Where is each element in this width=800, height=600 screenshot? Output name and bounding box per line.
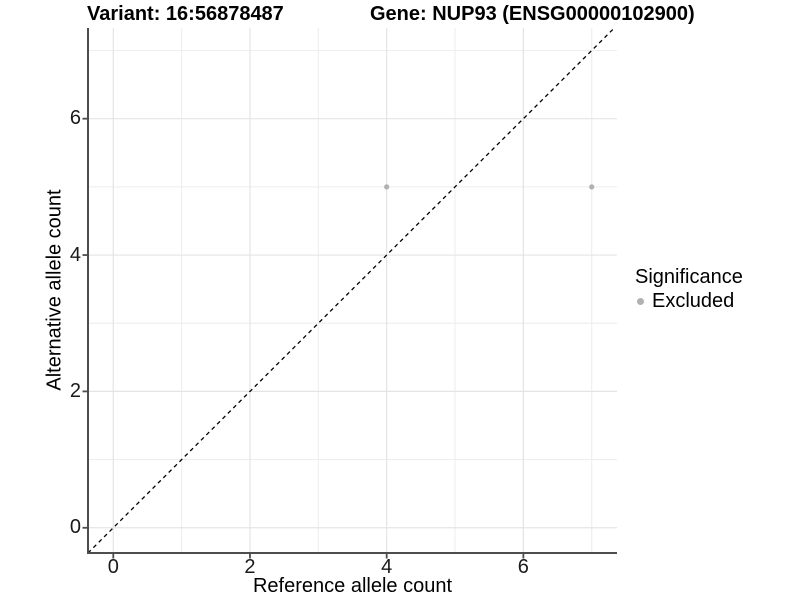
x-tick-label: 6: [517, 556, 529, 578]
excluded-point-icon: [637, 297, 644, 305]
legend-item-excluded: Excluded: [635, 290, 743, 312]
legend-item-label: Excluded: [652, 290, 735, 312]
data-point: [384, 184, 390, 190]
x-tick-label: 4: [381, 556, 393, 578]
plot-title-variant: Variant: 16:56878487: [87, 3, 284, 25]
x-tick-label: 0: [107, 556, 119, 578]
identity-reference-line: [87, 27, 615, 554]
legend-title: Significance: [635, 266, 743, 288]
x-axis-title: Reference allele count: [252, 575, 452, 597]
x-tick-label: 2: [244, 556, 256, 578]
y-tick-label: 6: [69, 107, 81, 130]
data-point: [589, 184, 595, 190]
legend: Significance Excluded: [635, 265, 743, 312]
y-axis-title: Alternative allele count: [43, 189, 66, 391]
plot-title-gene: Gene: NUP93 (ENSG00000102900): [370, 3, 695, 25]
y-tick-label: 2: [69, 379, 81, 402]
y-tick-label: 4: [69, 243, 81, 266]
y-tick-label: 0: [69, 516, 81, 539]
